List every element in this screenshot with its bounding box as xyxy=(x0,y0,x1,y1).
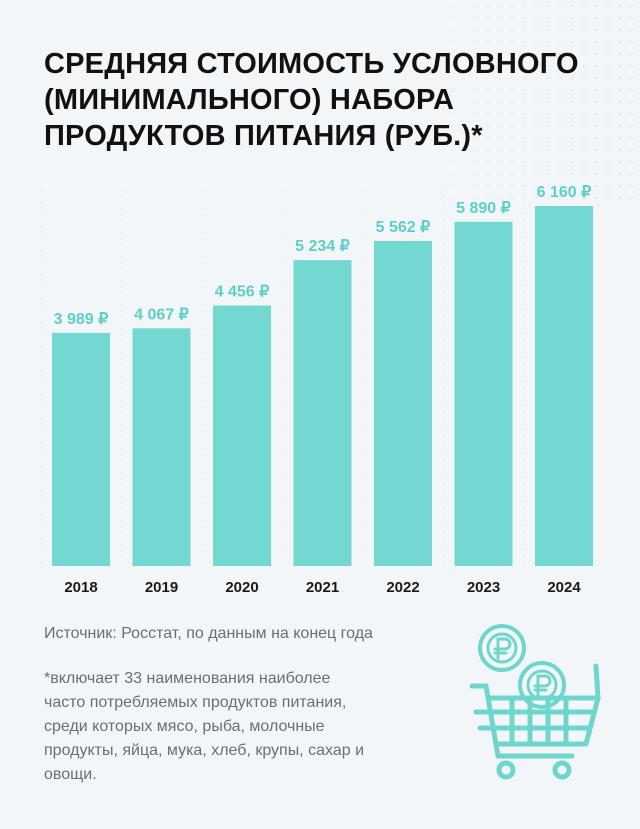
footnote-line: продукты, яйца, мука, хлеб, крупы, сахар… xyxy=(44,742,364,759)
title-line: (МИНИМАЛЬНОГО) НАБОРА xyxy=(44,84,455,116)
footnote-line: овощи. xyxy=(44,766,97,783)
dot-pattern-decoration xyxy=(350,0,640,200)
bar-2020 xyxy=(213,305,271,566)
value-label: 6 160 ₽ xyxy=(537,184,592,201)
footnote: *включает 33 наименования наиболее часто… xyxy=(44,667,424,787)
x-tick-label: 2022 xyxy=(386,579,419,596)
source-note: Источник: Росстат, по данным на конец го… xyxy=(44,625,373,642)
value-label: 5 890 ₽ xyxy=(456,200,511,217)
value-label: 4 456 ₽ xyxy=(215,284,270,301)
bar-chart: 3 989 ₽ 2018 4 067 ₽ 2019 4 456 ₽ 2020 5 234 ₽… xyxy=(40,184,593,596)
bar-2024 xyxy=(535,206,593,566)
x-tick-label: 2023 xyxy=(467,579,500,596)
x-tick-label: 2020 xyxy=(225,579,258,596)
title-line: СРЕДНЯЯ СТОИМОСТЬ УСЛОВНОГО xyxy=(44,48,579,80)
ruble-coin-icon xyxy=(478,624,526,672)
footnote-line: среди которых мясо, рыба, молочные xyxy=(44,718,325,735)
title-line: ПРОДУКТОВ ПИТАНИЯ (РУБ.)* xyxy=(44,120,483,152)
bar-2019 xyxy=(132,328,191,566)
value-label: 4 067 ₽ xyxy=(134,306,189,323)
bar-2021 xyxy=(293,260,352,566)
value-label: 5 234 ₽ xyxy=(295,238,350,255)
bar-2023 xyxy=(454,221,513,566)
footnote-line: *включает 33 наименования наиболее xyxy=(44,670,331,687)
x-tick-label: 2019 xyxy=(145,579,178,596)
shopping-cart-icon xyxy=(469,624,601,780)
x-tick-label: 2018 xyxy=(64,579,97,596)
x-tick-label: 2021 xyxy=(306,579,339,596)
x-tick-label: 2024 xyxy=(547,579,581,596)
page-title: СРЕДНЯЯ СТОИМОСТЬ УСЛОВНОГО (МИНИМАЛЬНОГ… xyxy=(44,46,604,154)
ruble-coin-icon xyxy=(518,661,566,709)
bar-2018 xyxy=(52,332,110,566)
footnote-line: часто потребляемых продуктов питания, xyxy=(44,694,347,711)
bar-2022 xyxy=(374,240,432,566)
value-label: 3 989 ₽ xyxy=(54,311,109,328)
value-label: 5 562 ₽ xyxy=(376,219,431,236)
